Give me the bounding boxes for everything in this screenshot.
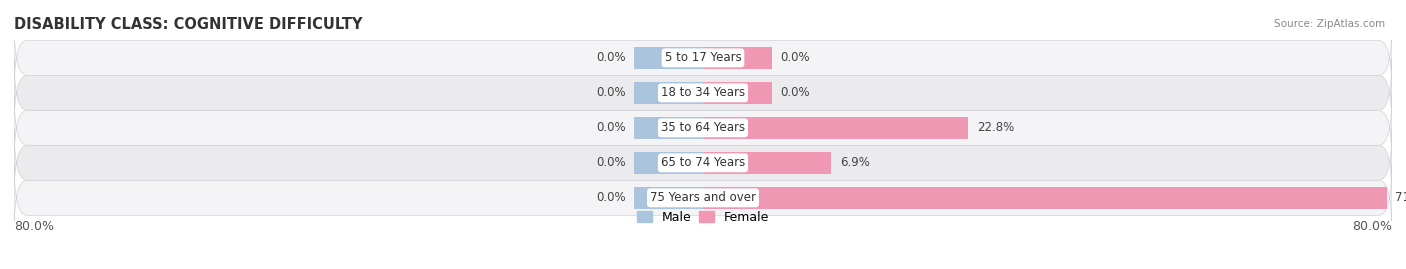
Text: 22.8%: 22.8% (977, 121, 1014, 134)
FancyBboxPatch shape (14, 128, 1392, 198)
Bar (703, 152, 831, 174)
Text: 65 to 74 Years: 65 to 74 Years (661, 156, 745, 169)
Bar (703, 82, 772, 104)
Bar (634, 47, 703, 69)
Text: 75 Years and over: 75 Years and over (650, 191, 756, 204)
Bar (703, 187, 1386, 209)
Text: 18 to 34 Years: 18 to 34 Years (661, 86, 745, 99)
Text: DISABILITY CLASS: COGNITIVE DIFFICULTY: DISABILITY CLASS: COGNITIVE DIFFICULTY (14, 17, 363, 32)
Text: 0.0%: 0.0% (596, 51, 626, 64)
Bar (703, 47, 772, 69)
Text: 0.0%: 0.0% (596, 191, 626, 204)
Bar (634, 82, 703, 104)
Text: 0.0%: 0.0% (780, 86, 810, 99)
Text: 35 to 64 Years: 35 to 64 Years (661, 121, 745, 134)
Text: 0.0%: 0.0% (596, 156, 626, 169)
Text: 0.0%: 0.0% (780, 51, 810, 64)
FancyBboxPatch shape (14, 163, 1392, 233)
Legend: Male, Female: Male, Female (631, 206, 775, 229)
FancyBboxPatch shape (14, 93, 1392, 163)
Bar (703, 117, 969, 139)
Text: 71.4%: 71.4% (1395, 191, 1406, 204)
Bar (634, 117, 703, 139)
Text: 80.0%: 80.0% (14, 220, 53, 232)
Text: 6.9%: 6.9% (839, 156, 870, 169)
Text: 80.0%: 80.0% (1353, 220, 1392, 232)
FancyBboxPatch shape (14, 23, 1392, 93)
Text: 5 to 17 Years: 5 to 17 Years (665, 51, 741, 64)
FancyBboxPatch shape (14, 58, 1392, 128)
Text: 0.0%: 0.0% (596, 121, 626, 134)
Text: 0.0%: 0.0% (596, 86, 626, 99)
Bar (634, 152, 703, 174)
Bar (634, 187, 703, 209)
Text: Source: ZipAtlas.com: Source: ZipAtlas.com (1274, 19, 1385, 29)
